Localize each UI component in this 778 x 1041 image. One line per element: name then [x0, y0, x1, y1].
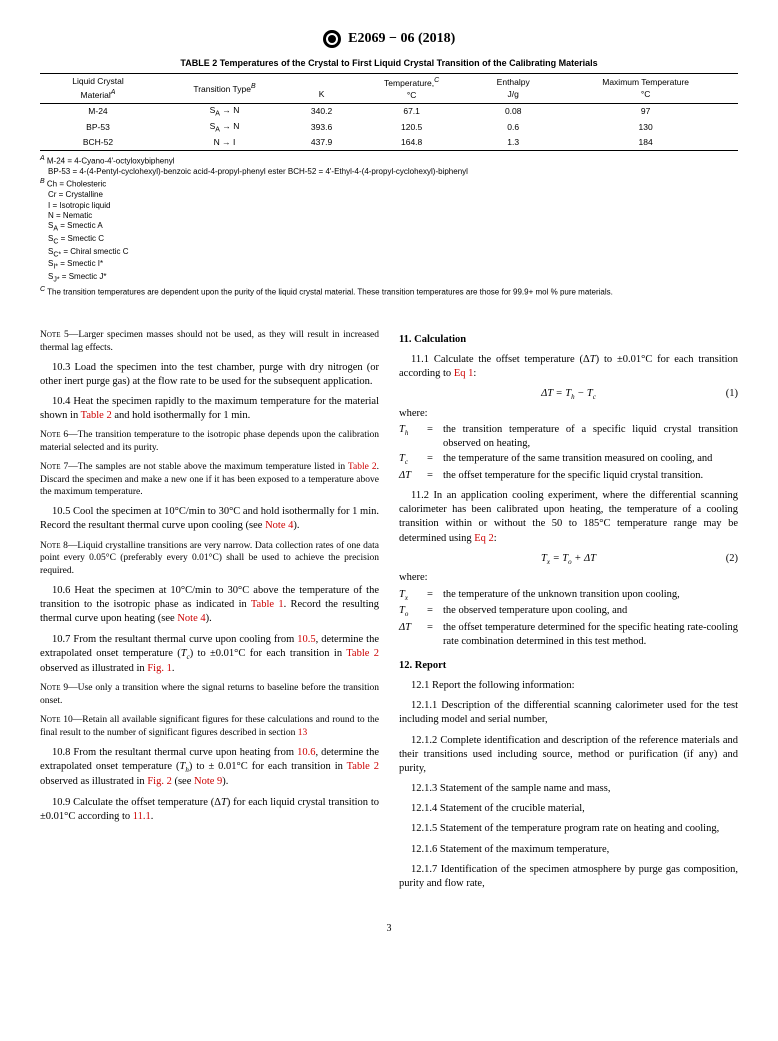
where1: where: — [399, 407, 738, 421]
astm-logo — [323, 30, 341, 48]
table2-footnotes: A M-24 = 4-Cyano-4'-octyloxybiphenyl BP-… — [40, 154, 738, 298]
where2: where: — [399, 571, 738, 585]
p104: 10.4 Heat the specimen rapidly to the ma… — [40, 395, 379, 423]
section-12: 12. Report — [399, 659, 738, 673]
th-enthalpy: EnthalpyJ/g — [473, 74, 553, 104]
th-tempC: Temperature,C°C — [350, 74, 473, 104]
note7: Note 7—The samples are not stable above … — [40, 461, 379, 499]
p1213: 12.1.3 Statement of the sample name and … — [399, 782, 738, 796]
p1217: 12.1.7 Identification of the specimen at… — [399, 863, 738, 891]
def-dt2: ΔT=the offset temperature determined for… — [399, 621, 738, 649]
eq2: Tx = To + ΔT(2) — [399, 552, 738, 568]
note6: Note 6—The transition temperature to the… — [40, 429, 379, 455]
p1216: 12.1.6 Statement of the maximum temperat… — [399, 843, 738, 857]
doc-header: E2069 − 06 (2018) — [40, 30, 738, 49]
note10: Note 10—Retain all available significant… — [40, 714, 379, 740]
p112: 11.2 In an application cooling experimen… — [399, 489, 738, 546]
eq1: ΔT = Th − Tc(1) — [399, 387, 738, 403]
table2: Liquid CrystalMaterialA Transition TypeB… — [40, 73, 738, 150]
p108: 10.8 From the resultant thermal curve up… — [40, 746, 379, 790]
def-dt: ΔT=the offset temperature for the specif… — [399, 469, 738, 483]
p109: 10.9 Calculate the offset temperature (Δ… — [40, 796, 379, 824]
section-11: 11. Calculation — [399, 333, 738, 347]
def-tc: Tc=the temperature of the same transitio… — [399, 452, 738, 468]
p106: 10.6 Heat the specimen at 10°C/min to 30… — [40, 584, 379, 627]
p1214: 12.1.4 Statement of the crucible materia… — [399, 802, 738, 816]
table2-title: TABLE 2 Temperatures of the Crystal to F… — [40, 57, 738, 69]
p111: 11.1 Calculate the offset temperature (Δ… — [399, 353, 738, 381]
designation: E2069 − 06 (2018) — [348, 31, 455, 46]
p1211: 12.1.1 Description of the differential s… — [399, 699, 738, 727]
th-transition: Transition TypeB — [156, 74, 293, 104]
right-column: 11. Calculation 11.1 Calculate the offse… — [399, 323, 738, 897]
def-tx: Tx=the temperature of the unknown transi… — [399, 588, 738, 604]
left-column: Note 5—Larger specimen masses should not… — [40, 323, 379, 897]
def-to: To=the observed temperature upon cooling… — [399, 604, 738, 620]
def-th: Th=the transition temperature of a speci… — [399, 423, 738, 451]
p105: 10.5 Cool the specimen at 10°C/min to 30… — [40, 505, 379, 533]
p121: 12.1 Report the following information: — [399, 679, 738, 693]
p103: 10.3 Load the specimen into the test cha… — [40, 361, 379, 389]
p1215: 12.1.5 Statement of the temperature prog… — [399, 822, 738, 836]
note5: Note 5—Larger specimen masses should not… — [40, 329, 379, 355]
p1212: 12.1.2 Complete identification and descr… — [399, 734, 738, 777]
page-number: 3 — [40, 922, 738, 936]
p107: 10.7 From the resultant thermal curve up… — [40, 633, 379, 677]
th-maxtemp: Maximum Temperature°C — [553, 74, 738, 104]
note9: Note 9—Use only a transition where the s… — [40, 682, 379, 708]
th-material: Liquid CrystalMaterialA — [40, 74, 156, 104]
note8: Note 8—Liquid crystalline transitions ar… — [40, 540, 379, 578]
th-tempK: K — [293, 74, 350, 104]
body-columns: Note 5—Larger specimen masses should not… — [40, 323, 738, 897]
